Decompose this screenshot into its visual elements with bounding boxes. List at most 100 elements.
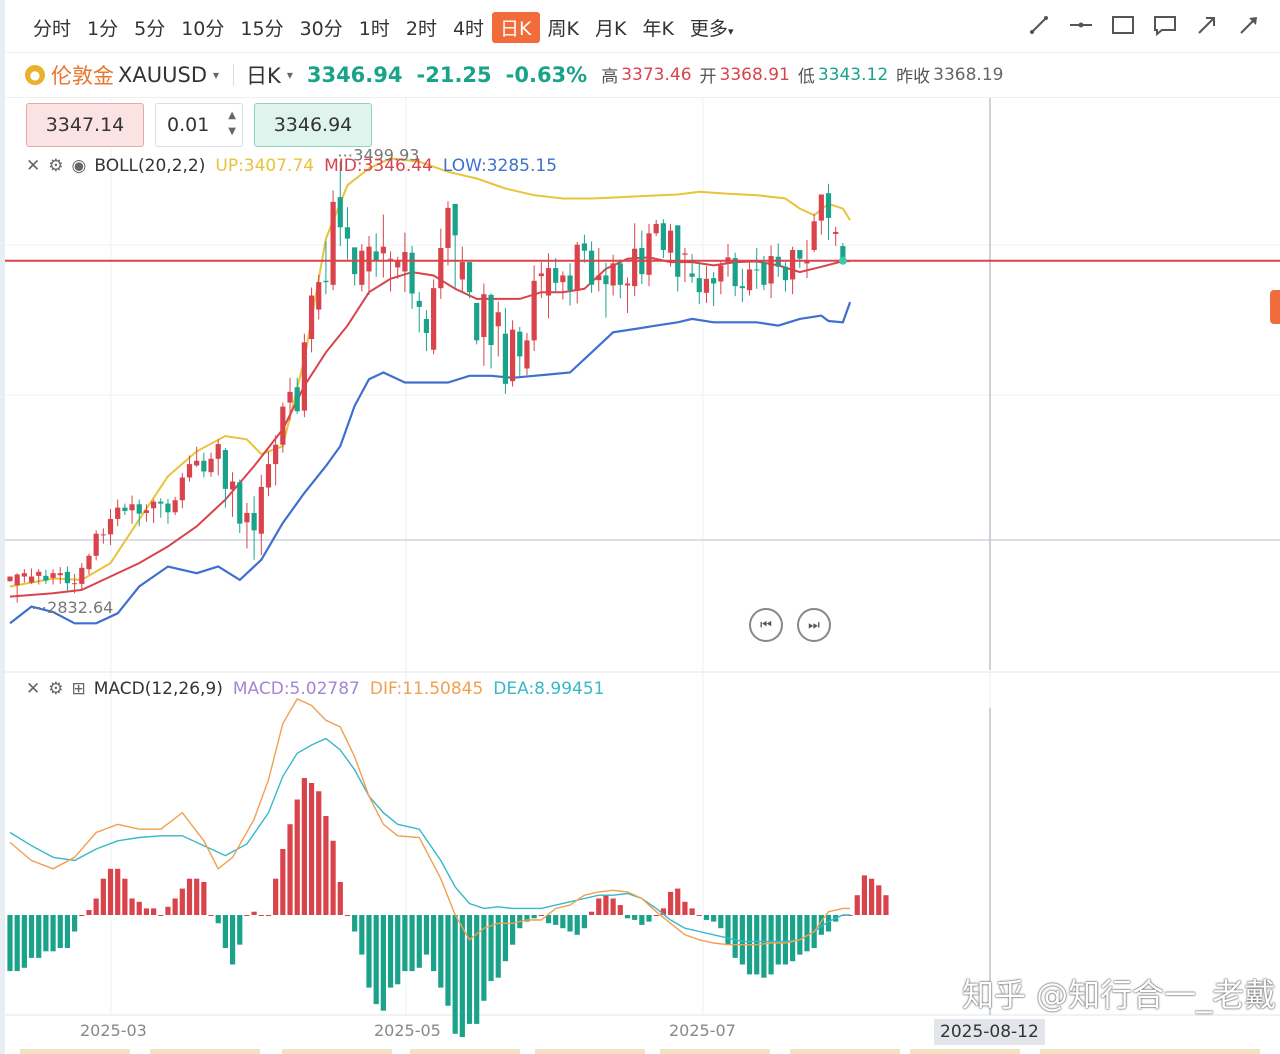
tab-timeframe[interactable]: 周K [547, 18, 579, 40]
bottom-tab [790, 1049, 900, 1054]
quantity-value[interactable]: 0.01 [167, 114, 210, 136]
boll-up-value: UP:3407.74 [215, 156, 315, 176]
macd-bar [675, 888, 681, 915]
side-panel-tab[interactable] [1270, 290, 1280, 324]
tab-more[interactable]: 更多▾ [689, 18, 734, 40]
tab-timeframe[interactable]: 分时 [33, 18, 72, 40]
candle-body [574, 244, 580, 291]
open-value: 3368.91 [719, 64, 790, 85]
macd-bar [215, 915, 221, 924]
bottom-tab [910, 1049, 1020, 1054]
macd-bar [696, 915, 702, 916]
macd-bar [560, 915, 566, 929]
tab-timeframe[interactable]: 15分 [240, 18, 284, 40]
step-back-button[interactable]: ⏮ [749, 608, 783, 642]
candle-body [186, 464, 193, 478]
ask-price-button[interactable]: 3347.14 [26, 103, 144, 147]
chevron-down-icon[interactable]: ▾ [286, 67, 293, 82]
candle-body [21, 573, 27, 577]
line-tool-icon[interactable] [1026, 12, 1052, 38]
macd-bar [7, 915, 13, 972]
chevron-down-icon[interactable]: ▾ [213, 67, 220, 82]
boll-upper-line [9, 157, 851, 588]
candle-body [36, 571, 42, 576]
macd-bar [502, 915, 509, 962]
candle-body [696, 278, 702, 293]
tab-timeframe[interactable]: 4时 [452, 18, 485, 40]
boll-name: BOLL(20,2,2) [94, 156, 206, 176]
arrow-icon[interactable] [1194, 12, 1220, 38]
horizontal-line-icon[interactable] [1068, 12, 1094, 38]
candle-body [244, 512, 250, 523]
candle-body [28, 576, 35, 583]
rectangle-icon[interactable] [1110, 12, 1136, 38]
close-icon[interactable]: ✕ [26, 679, 41, 699]
candle-body [380, 246, 386, 254]
candle-body [833, 231, 839, 234]
bollinger-bands [9, 157, 852, 625]
macd-bar [93, 898, 99, 915]
settings-icon[interactable]: ⚙ [48, 156, 64, 176]
macd-bar [344, 915, 351, 916]
callout-icon[interactable] [1152, 12, 1178, 38]
tab-timeframe-active[interactable]: 日K [492, 12, 540, 43]
macd-bar [510, 915, 516, 945]
tab-timeframe[interactable]: 5分 [134, 18, 166, 40]
settings-icon[interactable]: ⚙ [48, 679, 64, 699]
candle-body [208, 458, 214, 473]
step-forward-button[interactable]: ⏭ [797, 608, 831, 642]
candle-body [258, 486, 264, 534]
ray-icon[interactable] [1236, 12, 1262, 38]
candle-body [797, 250, 803, 259]
instrument-name[interactable]: 伦敦金 [51, 63, 114, 88]
tab-timeframe[interactable]: 1时 [358, 18, 390, 40]
period-selector[interactable]: 日K [246, 63, 281, 88]
expand-icon[interactable]: ⊞ [71, 679, 86, 699]
candle-body [459, 262, 465, 280]
tab-timeframe[interactable]: 年K [642, 18, 674, 40]
candle-body [617, 263, 623, 285]
candle-body [825, 193, 832, 218]
candle-body [294, 387, 300, 412]
macd-bar [883, 895, 889, 915]
macd-bar [452, 915, 458, 1034]
tab-timeframe[interactable]: 10分 [181, 18, 225, 40]
candle-body [308, 295, 315, 340]
window-edge [0, 0, 5, 1054]
close-icon[interactable]: ✕ [26, 156, 41, 176]
candle-body [215, 444, 221, 459]
x-axis-label: 2025-03 [80, 1021, 147, 1040]
tab-timeframe[interactable]: 2时 [405, 18, 437, 40]
bid-price-button[interactable]: 3346.94 [254, 103, 372, 147]
candle-body [251, 512, 257, 531]
tab-timeframe[interactable]: 月K [594, 18, 627, 40]
candle-body [818, 194, 824, 221]
macd-bar [387, 915, 394, 988]
macd-bar [653, 915, 659, 916]
macd-bar [531, 915, 537, 919]
instrument-symbol[interactable]: XAUUSD [118, 62, 207, 87]
tab-timeframe[interactable]: 30分 [299, 18, 343, 40]
macd-bar [251, 911, 257, 915]
macd-bar [229, 915, 236, 965]
candle-body [761, 262, 767, 285]
stepper-arrows-icon[interactable]: ▲ ▼ [228, 110, 236, 137]
macd-bar [122, 878, 128, 915]
quantity-stepper[interactable]: 0.01 ▲ ▼ [155, 103, 243, 147]
macd-bar [21, 915, 27, 968]
candle-body [581, 243, 587, 251]
quote-header: ● 伦敦金 XAUUSD ▾ 日K ▾ 3346.94 -21.25 -0.63… [5, 52, 1280, 98]
boll-legend: ✕ ⚙ ◉ BOLL(20,2,2) UP:3407.74 MID:3346.4… [26, 156, 557, 176]
macd-bar [603, 895, 609, 915]
candle-body [711, 278, 717, 284]
candle-body [452, 203, 458, 236]
candle-body [287, 391, 293, 403]
macd-bar [725, 915, 731, 945]
macd-bar [581, 915, 587, 929]
macd-bar [79, 915, 85, 916]
eye-icon[interactable]: ◉ [71, 156, 87, 176]
tab-timeframe[interactable]: 1分 [87, 18, 119, 40]
macd-bar [323, 816, 329, 915]
price-change: -21.25 [416, 62, 492, 87]
